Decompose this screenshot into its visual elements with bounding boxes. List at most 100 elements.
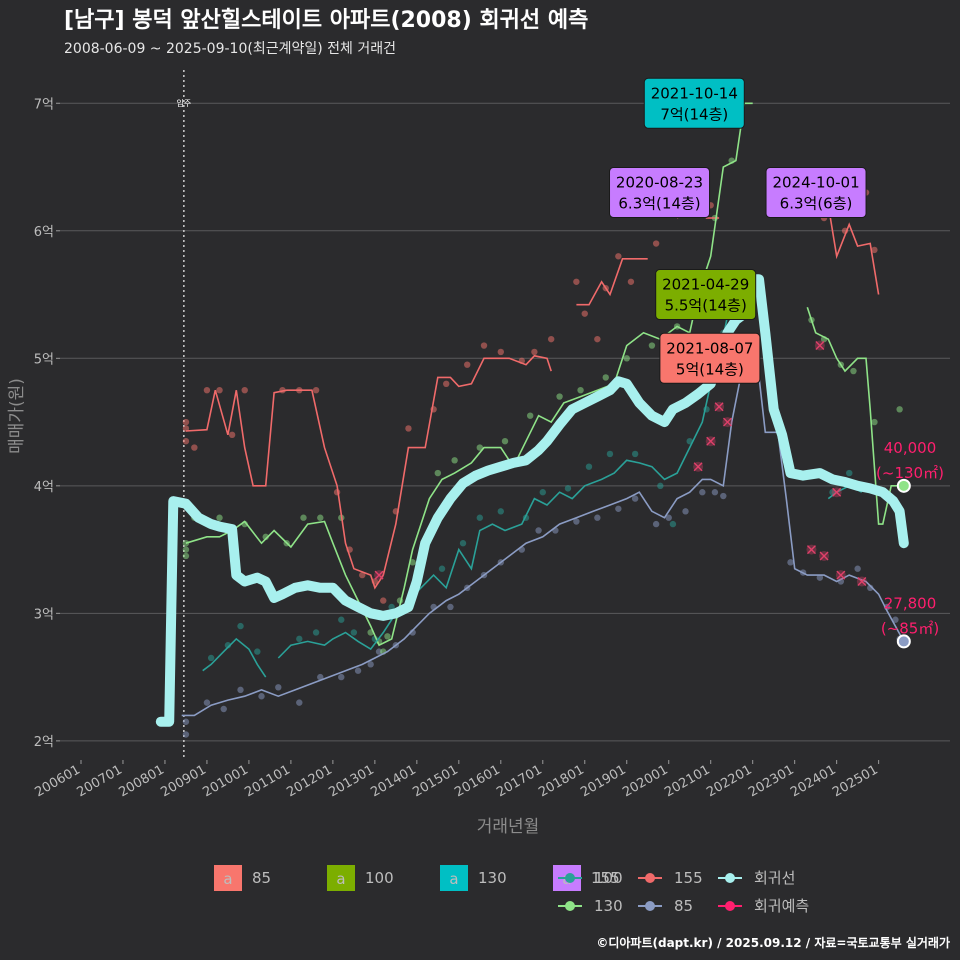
data-point-155 <box>216 386 223 394</box>
x-axis-title: 거래년월 <box>477 817 540 837</box>
callout-date: 2021-08-07 <box>666 339 753 357</box>
data-point-155 <box>182 418 190 426</box>
series-line-100 <box>202 637 267 678</box>
data-point-130 <box>623 355 630 362</box>
data-point-85 <box>182 731 190 738</box>
data-point-85 <box>631 495 639 502</box>
data-point-130 <box>182 546 190 553</box>
data-point-155 <box>652 240 660 247</box>
data-point-130 <box>871 418 878 426</box>
legend-line-label: 100 <box>594 869 623 887</box>
data-point-155 <box>312 386 320 394</box>
legend-line-dot <box>565 873 575 883</box>
y-axis-title: 매매가(원) <box>7 378 27 454</box>
data-point-85 <box>203 699 211 706</box>
data-point-100 <box>438 565 446 572</box>
legend-fill-label: 100 <box>365 869 394 887</box>
y-tick-label: 5억 <box>34 352 54 367</box>
data-point-85 <box>296 699 303 706</box>
data-point-100 <box>657 482 664 490</box>
series-line-130 <box>185 102 753 647</box>
data-point-100 <box>459 540 467 547</box>
data-point-155 <box>241 386 248 394</box>
data-point-85 <box>720 492 727 500</box>
y-tick-label: 2억 <box>34 735 54 750</box>
regression-line <box>155 274 909 727</box>
legend-fill-glyph: a <box>223 870 232 888</box>
data-point-85 <box>665 514 672 521</box>
endpoint-markers: 40,000 (~130㎡) 27,800 (~85㎡) <box>876 439 944 649</box>
legend-line-label: 85 <box>674 897 693 915</box>
legend-fill-label: 85 <box>252 869 271 887</box>
forecast-mark-cross <box>714 402 724 412</box>
data-point-85 <box>338 673 345 681</box>
data-point-155 <box>871 246 878 254</box>
forecast-mark-cross <box>836 570 846 580</box>
y-axis-ticks: 2억 3억 4억 5억 6억 7억 <box>34 97 60 750</box>
data-point-85 <box>699 489 706 496</box>
data-point-100 <box>539 489 546 496</box>
data-point-155 <box>547 335 555 343</box>
data-point-155 <box>531 348 538 356</box>
data-point-155 <box>480 342 488 349</box>
legend-fill-key <box>214 865 242 891</box>
legend-line-label: 130 <box>594 897 623 915</box>
callout-price: 5억(14층) <box>676 360 744 378</box>
y-tick-label: 3억 <box>34 607 54 622</box>
forecast-mark-cross <box>806 545 816 555</box>
legend: a85a100a130a155100155회귀선13085회귀예측 <box>214 865 809 915</box>
data-point-85 <box>317 673 324 681</box>
data-point-130 <box>317 514 324 521</box>
data-point-100 <box>669 520 677 528</box>
data-point-130 <box>602 374 609 381</box>
endpoint-marker <box>896 634 911 649</box>
data-point-155 <box>182 425 190 432</box>
data-point-130 <box>526 412 534 419</box>
legend-line-label: 회귀선 <box>754 869 795 887</box>
data-point-85 <box>535 527 542 534</box>
data-point-130 <box>182 552 190 560</box>
series-line-155 <box>576 258 648 306</box>
data-point-155 <box>359 571 366 579</box>
data-point-100 <box>296 635 303 643</box>
forecast-mark-cross <box>693 462 703 472</box>
y-tick-label: 7억 <box>34 97 54 112</box>
data-point-85 <box>367 661 374 668</box>
data-point-85 <box>652 520 660 528</box>
data-point-155 <box>182 437 190 445</box>
data-point-130 <box>501 437 509 445</box>
data-point-85 <box>573 518 580 525</box>
data-point-130 <box>577 386 584 394</box>
data-point-155 <box>615 253 622 260</box>
callout-date: 2021-04-29 <box>662 276 749 294</box>
price-callouts: 2021-10-14 7억(14층) 2020-08-23 6.3억(14층) 2024… <box>609 77 867 384</box>
callout-price: 7억(14층) <box>660 105 728 123</box>
callout-box <box>655 269 757 321</box>
series-line-85 <box>181 357 905 717</box>
data-point-155 <box>594 335 601 343</box>
endpoint-value: 40,000 <box>884 439 937 457</box>
data-point-100 <box>350 629 358 636</box>
legend-line-dot <box>725 901 735 911</box>
callout-box <box>765 167 867 219</box>
data-point-85 <box>711 489 719 496</box>
callout-box <box>609 167 711 219</box>
forecast-mark-cross <box>815 341 825 351</box>
data-point-100 <box>476 514 484 521</box>
data-point-85 <box>275 684 282 691</box>
data-point-130 <box>384 633 391 640</box>
forecast-mark-cross <box>706 436 716 446</box>
legend-fill-label: 130 <box>478 869 507 887</box>
data-point-100 <box>254 648 261 655</box>
data-point-85 <box>892 616 899 623</box>
data-point-100 <box>388 603 395 611</box>
data-point-85 <box>237 686 244 694</box>
callout-price: 6.3억(6층) <box>780 195 853 213</box>
data-point-100 <box>312 629 320 636</box>
data-point-100 <box>338 616 345 623</box>
data-point-155 <box>581 310 588 317</box>
callout-price: 5.5억(14층) <box>665 297 747 315</box>
data-point-100 <box>846 469 853 477</box>
data-point-85 <box>258 693 265 700</box>
